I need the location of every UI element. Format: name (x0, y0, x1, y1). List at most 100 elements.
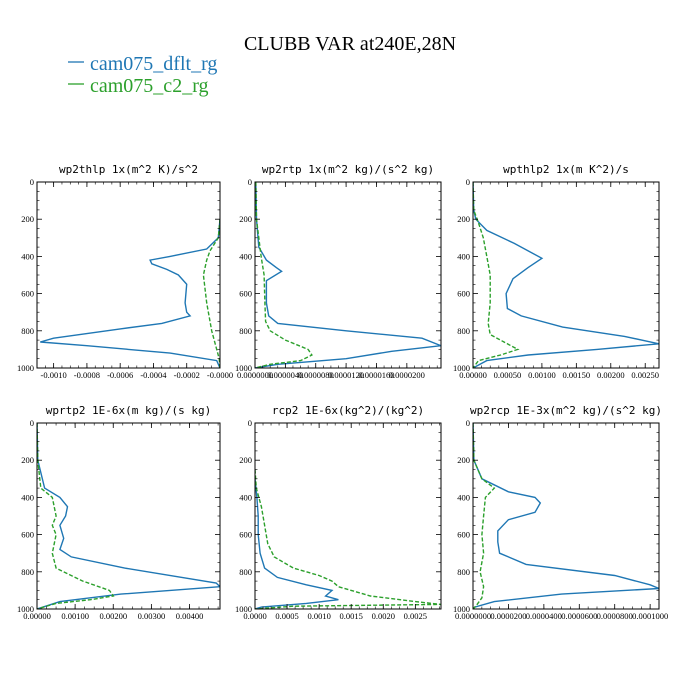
y-tick-label: 0 (30, 418, 34, 428)
x-tick-label: 0.00400 (176, 611, 204, 621)
panel-title: wp2thlp 1x(m^2 K)/s^2 (59, 163, 198, 176)
x-tick-label: 0.0000600 (561, 611, 597, 621)
y-tick-label: 400 (21, 251, 34, 261)
x-tick-label: -0.0004 (140, 370, 167, 380)
y-tick-label: 600 (239, 530, 252, 540)
y-tick-label: 1000 (453, 604, 470, 614)
y-tick-label: 200 (21, 455, 34, 465)
panel-title: wp2rcp 1E-3x(m^2 kg)/(s^2 kg) (470, 404, 662, 417)
y-tick-label: 800 (21, 326, 34, 336)
panel-2: wp2rtp 1x(m^2 kg)/(s^2 kg) 0 200 400 600 800 1… (235, 163, 442, 380)
x-tick-label: 0.0000000 (237, 370, 273, 380)
y-tick-label: 0 (248, 177, 252, 187)
x-tick-label: 0.0020 (372, 611, 395, 621)
x-tick-label: 0.0000200 (389, 370, 425, 380)
y-tick-label: 1000 (235, 604, 252, 614)
series-line-dflt (473, 182, 659, 368)
x-tick-label: 0.0000040 (267, 370, 303, 380)
x-tick-label: 0.0000200 (490, 611, 526, 621)
series-line-dflt (40, 219, 220, 368)
panel-title: wp2rtp 1x(m^2 kg)/(s^2 kg) (262, 163, 434, 176)
x-tick-label: 0.00200 (99, 611, 127, 621)
x-tick-label: -0.0008 (74, 370, 100, 380)
y-tick-label: 0 (466, 418, 470, 428)
panel-title: wpthlp2 1x(m K^2)/s (503, 163, 629, 176)
x-tick-label: 0.00000 (23, 611, 51, 621)
y-tick-label: 400 (239, 251, 252, 261)
x-tick-label: 0.0010 (307, 611, 330, 621)
y-tick-label: 400 (21, 492, 34, 502)
y-tick-label: 1000 (453, 363, 470, 373)
series-line-c2 (473, 182, 520, 368)
x-tick-label: -0.0010 (41, 370, 67, 380)
y-tick-label: 600 (21, 530, 34, 540)
y-tick-label: 1000 (17, 604, 34, 614)
y-tick-label: 1000 (17, 363, 34, 373)
x-tick-label: 0.00200 (597, 370, 625, 380)
x-tick-label: -0.0006 (107, 370, 133, 380)
x-tick-label: 0.0015 (340, 611, 363, 621)
series-line-c2 (202, 219, 220, 368)
y-tick-label: 0 (30, 177, 34, 187)
y-tick-label: 200 (21, 214, 34, 224)
x-tick-label: 0.0000400 (526, 611, 562, 621)
panel-6: wp2rcp 1E-3x(m^2 kg)/(s^2 kg)0 200 400 600 8… (453, 404, 668, 621)
panel-3: wpthlp2 1x(m K^2)/s020040060080010000.00… (453, 163, 660, 380)
y-tick-label: 800 (457, 326, 470, 336)
series-line-dflt (255, 478, 339, 609)
y-tick-label: 600 (239, 289, 252, 299)
y-tick-label: 600 (457, 289, 470, 299)
x-tick-label: 0.0000080 (298, 370, 334, 380)
series-line-c2 (255, 182, 313, 368)
x-tick-label: 0.0000800 (597, 611, 633, 621)
y-tick-label: 800 (239, 326, 252, 336)
x-tick-label: -0.0002 (174, 370, 200, 380)
plot-frame (472, 181, 660, 369)
y-tick-label: 800 (239, 567, 252, 577)
series-line-dflt (37, 423, 220, 609)
y-tick-label: 0 (466, 177, 470, 187)
y-tick-label: 200 (239, 214, 252, 224)
x-tick-label: 0.00050 (494, 370, 522, 380)
legend-label-c2: cam075_c2_rg (90, 75, 209, 97)
plot-frame (36, 422, 221, 610)
plot-frame (254, 181, 442, 369)
legend: cam075_dflt_rg cam075_c2_rg (68, 53, 217, 97)
series-line-dflt (255, 182, 441, 368)
y-tick-label: 800 (21, 567, 34, 577)
x-tick-label: -0.0000 (207, 370, 233, 380)
x-tick-label: 0.0025 (404, 611, 427, 621)
y-tick-label: 400 (457, 251, 470, 261)
plot-frame (472, 422, 660, 610)
y-tick-label: 1000 (235, 363, 252, 373)
x-tick-label: 0.0005 (275, 611, 298, 621)
panel-title: wprtp2 1E-6x(m kg)/(s kg) (46, 404, 212, 417)
series-line-c2 (37, 423, 115, 609)
x-tick-label: 0.00100 (528, 370, 556, 380)
x-tick-label: 0.00300 (138, 611, 166, 621)
series-line-c2 (255, 469, 441, 609)
plot-frame (36, 181, 221, 369)
x-tick-label: 0.0001000 (632, 611, 668, 621)
x-tick-label: 0.0000 (243, 611, 266, 621)
legend-label-dflt: cam075_dflt_rg (90, 53, 217, 75)
y-tick-label: 0 (248, 418, 252, 428)
panel-title: rcp2 1E-6x(kg^2)/(kg^2) (272, 404, 424, 417)
y-tick-label: 200 (457, 214, 470, 224)
x-tick-label: 0.00100 (61, 611, 89, 621)
panel-4: wprtp2 1E-6x(m kg)/(s kg) 0 200 400 600 800 10… (17, 404, 221, 621)
series-line-c2 (473, 423, 496, 609)
y-tick-label: 600 (457, 530, 470, 540)
panel-5: rcp2 1E-6x(kg^2)/(kg^2) 0 200 400 600 800 1000… (235, 404, 442, 621)
x-tick-label: 0.00150 (563, 370, 591, 380)
y-tick-label: 600 (21, 289, 34, 299)
y-tick-label: 200 (457, 455, 470, 465)
x-tick-label: 0.0000120 (328, 370, 364, 380)
x-tick-label: 0.00000 (459, 370, 487, 380)
y-tick-label: 800 (457, 567, 470, 577)
y-tick-label: 400 (239, 492, 252, 502)
x-tick-label: 0.0000160 (358, 370, 394, 380)
x-tick-label: 0.0000000 (455, 611, 491, 621)
figure-title: CLUBB VAR at240E,28N (244, 33, 456, 55)
